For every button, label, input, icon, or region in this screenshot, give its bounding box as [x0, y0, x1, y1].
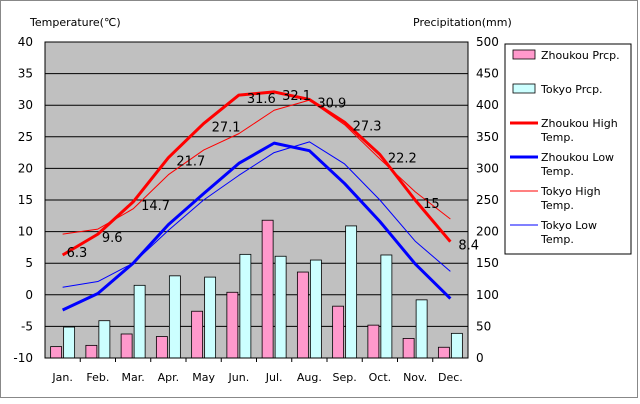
- left-tick-label: 35: [18, 67, 33, 81]
- legend-label: Zhoukou Low: [541, 151, 614, 164]
- data-labels: 6.3 9.6 14.7 21.7 27.1 31.6 32.1 30.9 27.3 22.2 15…: [67, 89, 479, 261]
- precip-bar: [274, 255, 287, 359]
- legend-box: [504, 43, 632, 255]
- right-tick-label: 150: [476, 256, 499, 270]
- left-tick-label: 5: [25, 256, 33, 270]
- temp-line: [61, 141, 452, 312]
- precip-bar: [415, 299, 428, 359]
- data-label: 15: [423, 197, 440, 212]
- right-tick-label: 200: [476, 225, 499, 239]
- data-label: 32.1: [282, 89, 311, 104]
- precip-bar: [345, 225, 358, 359]
- precip-bar: [120, 333, 133, 359]
- data-label: 6.3: [67, 246, 88, 261]
- left-tick-label: 15: [18, 193, 33, 207]
- right-tick-label: 0: [476, 351, 484, 365]
- x-tick-label: Nov.: [403, 371, 427, 384]
- legend-swatch: [512, 83, 536, 94]
- legend-label-cont: Temp.: [540, 165, 574, 178]
- precip-bar: [204, 276, 217, 359]
- data-label: 27.3: [353, 119, 382, 134]
- data-label: 21.7: [176, 155, 205, 170]
- left-tick-label: 10: [18, 225, 33, 239]
- left-axis-title: Temperature(℃): [29, 16, 121, 29]
- precip-bar: [191, 310, 204, 359]
- x-tick-label: Jun.: [228, 371, 250, 384]
- right-tick-label: 350: [476, 130, 499, 144]
- left-tick-label: 20: [18, 161, 33, 175]
- x-tick-label: Jul.: [265, 371, 283, 384]
- legend-label-cont: Temp.: [540, 131, 574, 144]
- left-tick-label: 25: [18, 130, 33, 144]
- precip-bar: [380, 254, 393, 359]
- legend: Zhoukou Prcp.Tokyo Prcp.Zhoukou HighTemp…: [504, 43, 632, 255]
- legend-label: Tokyo High: [540, 185, 601, 198]
- left-tick-label: 0: [25, 288, 33, 302]
- legend-label: Zhoukou Prcp.: [541, 49, 620, 62]
- temp-line: [62, 141, 451, 288]
- precip-bar: [367, 324, 380, 359]
- precip-bar: [168, 275, 181, 359]
- left-tick-label: 40: [18, 35, 33, 49]
- precip-bar: [309, 259, 322, 359]
- right-axis-title: Precipitation(mm): [413, 16, 512, 29]
- precip-bar: [450, 332, 463, 359]
- x-tick-label: Jan.: [51, 371, 72, 384]
- legend-label: Zhoukou High: [541, 117, 618, 130]
- legend-swatch: [512, 49, 536, 60]
- x-tick-label: Dec.: [438, 371, 463, 384]
- right-tick-label: 400: [476, 98, 499, 112]
- legend-label: Tokyo Low: [540, 219, 597, 232]
- precip-bar: [261, 219, 274, 359]
- precip-bar: [332, 305, 345, 359]
- axes: Temperature(℃) Precipitation(mm) -10 -5 0 5…: [13, 16, 511, 384]
- precip-bar: [155, 336, 168, 359]
- temp-line: [61, 90, 452, 257]
- right-tick-label: 250: [476, 193, 499, 207]
- data-label: 22.2: [388, 151, 417, 166]
- legend-label-cont: Temp.: [540, 233, 574, 246]
- temperature-lines: [61, 90, 452, 312]
- precip-bar: [85, 344, 98, 359]
- data-label: 14.7: [141, 199, 170, 214]
- precip-bar: [296, 271, 309, 359]
- right-tick-label: 300: [476, 161, 499, 175]
- precip-bar: [50, 346, 63, 359]
- left-tick-label: -10: [13, 351, 33, 365]
- precip-bar: [402, 338, 415, 359]
- legend-label-cont: Temp.: [540, 199, 574, 212]
- left-tick-label: -5: [21, 319, 33, 333]
- x-tick-label: Aug.: [297, 371, 322, 384]
- right-tick-label: 450: [476, 67, 499, 81]
- x-tick-label: Oct.: [369, 371, 392, 384]
- right-tick-label: 500: [476, 35, 499, 49]
- data-label: 9.6: [102, 231, 123, 246]
- precip-bar: [437, 346, 450, 359]
- data-label: 31.6: [247, 92, 276, 107]
- precip-bar: [226, 291, 239, 359]
- x-tick-label: May: [192, 371, 215, 384]
- x-tick-label: Feb.: [86, 371, 109, 384]
- legend-label: Tokyo Prcp.: [540, 83, 603, 96]
- data-label: 8.4: [458, 239, 479, 254]
- left-tick-label: 30: [18, 98, 33, 112]
- grid-lines: [45, 73, 468, 362]
- plot-border: [44, 41, 469, 359]
- x-tick-label: Mar.: [122, 371, 145, 384]
- precip-bar: [98, 320, 111, 359]
- x-tick-label: Sep.: [333, 371, 357, 384]
- x-tick-label: Apr.: [158, 371, 180, 384]
- right-tick-label: 50: [476, 319, 491, 333]
- precip-bar: [133, 284, 146, 359]
- precip-bar: [239, 253, 252, 359]
- data-label: 27.1: [212, 121, 241, 136]
- precip-bar: [63, 326, 76, 359]
- data-label: 30.9: [317, 97, 346, 112]
- right-tick-label: 100: [476, 288, 499, 302]
